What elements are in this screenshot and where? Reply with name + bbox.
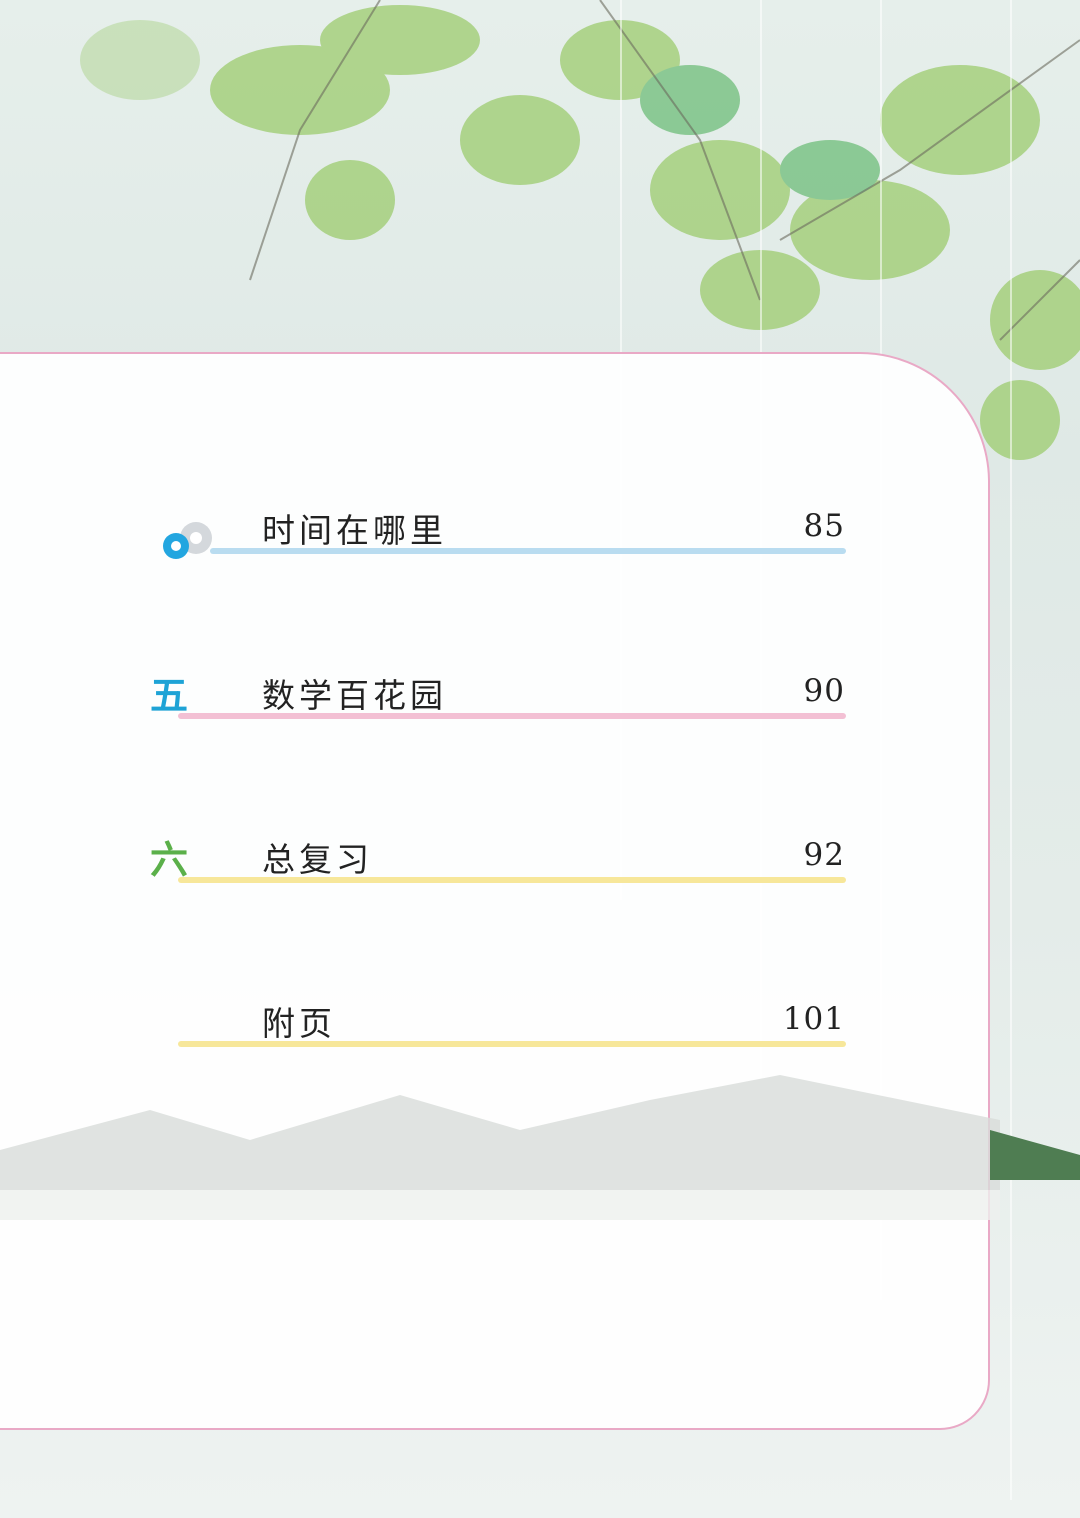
page-number: 101: [782, 1001, 845, 1037]
toc-entry[interactable]: 五 数学百花园 90: [150, 665, 850, 725]
unit-numeral: 五: [150, 673, 189, 718]
entry-title: 附页: [262, 1004, 336, 1043]
underline: [178, 877, 846, 883]
underline: [178, 713, 846, 719]
entry-title: 时间在哪里: [262, 511, 447, 550]
page-number: 90: [803, 673, 845, 709]
unit-numeral: 六: [150, 837, 189, 882]
toc-entry[interactable]: 附页 101: [150, 993, 850, 1053]
toc-entry[interactable]: 时间在哪里 85: [150, 500, 850, 560]
toc-panel: [0, 352, 990, 1430]
mountain-illustration: [0, 1075, 1080, 1220]
toc-entry[interactable]: 六 总复习 92: [150, 829, 850, 889]
page-number: 85: [803, 508, 845, 544]
entry-title: 总复习: [262, 840, 373, 879]
underline: [178, 1041, 846, 1047]
entry-title: 数学百花园: [262, 676, 447, 715]
gear-icon: [163, 522, 212, 559]
underline: [210, 548, 846, 554]
page-number: 92: [803, 837, 845, 873]
